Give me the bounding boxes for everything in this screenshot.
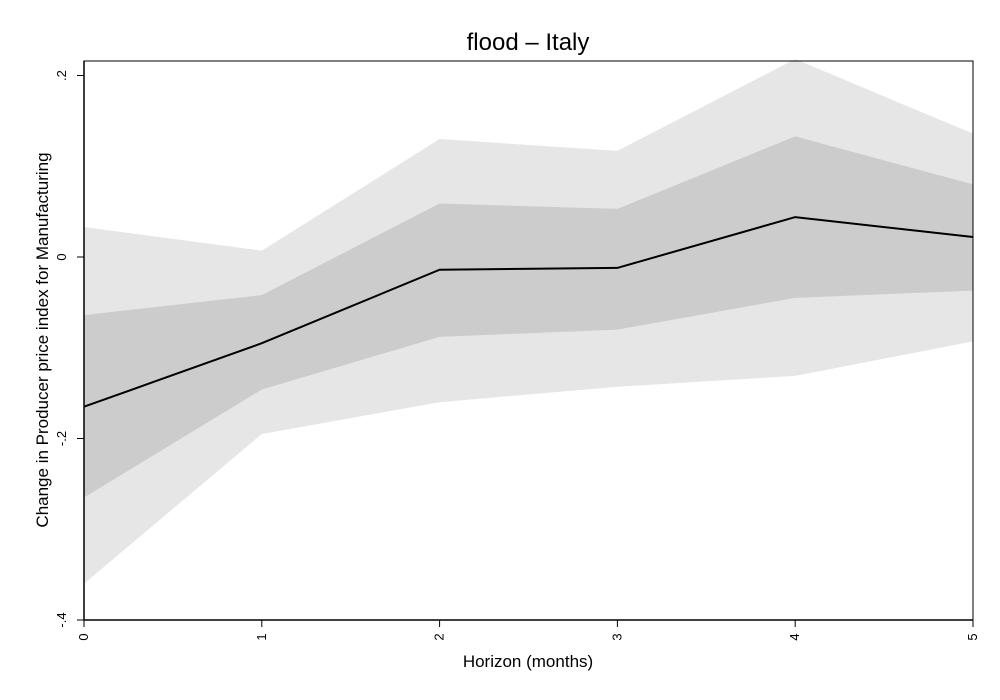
x-tick-label: 0: [76, 633, 91, 640]
x-tick-label: 5: [965, 633, 980, 640]
inner-confidence-band: [84, 136, 973, 498]
x-tick-label: 2: [432, 633, 447, 640]
x-axis: 0 1 2 3 4 5: [76, 619, 980, 641]
y-axis-label: Change in Producer price index for Manuf…: [33, 152, 52, 527]
y-tick-label: .2: [54, 70, 69, 81]
x-tick-label: 4: [787, 633, 802, 640]
y-tick-label: -.2: [54, 431, 69, 446]
confidence-bands: [84, 59, 973, 584]
series-lines: [83, 216, 974, 408]
chart-title: flood – Italy: [467, 29, 590, 56]
x-axis-label: Horizon (months): [463, 652, 593, 671]
y-axis: -.4 -.2 0 .2: [54, 61, 85, 628]
y-tick-label: 0: [54, 253, 69, 260]
x-tick-label: 3: [609, 633, 624, 640]
y-tick-label: -.4: [54, 612, 69, 627]
x-tick-label: 1: [254, 633, 269, 640]
series-line-0: [83, 216, 974, 408]
